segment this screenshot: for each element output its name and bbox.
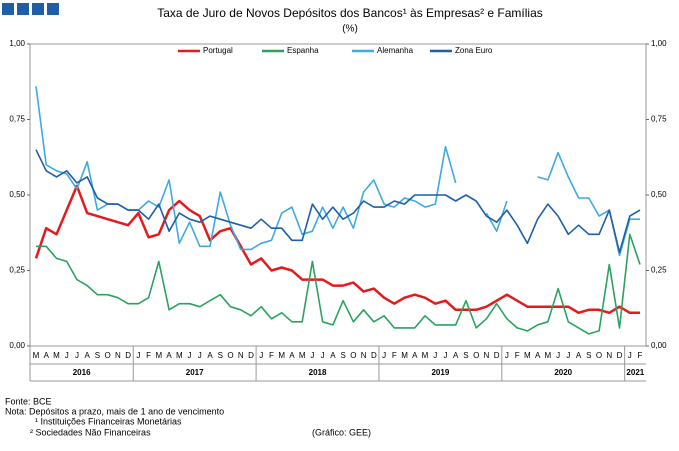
x-tick-label: M bbox=[422, 351, 429, 360]
year-label: 2020 bbox=[554, 368, 572, 377]
x-tick-label: N bbox=[484, 351, 490, 360]
x-tick-label: J bbox=[382, 351, 386, 360]
series-line bbox=[34, 184, 640, 315]
x-tick-label: D bbox=[248, 351, 254, 360]
x-tick-label: A bbox=[453, 351, 459, 360]
x-tick-label: O bbox=[596, 351, 602, 360]
series-line bbox=[36, 233, 641, 335]
note: ¹ Instituições Financeiras Monetárias bbox=[35, 416, 182, 426]
x-tick-label: J bbox=[136, 351, 140, 360]
x-tick-label: J bbox=[566, 351, 570, 360]
y-tick-label: 0,25 bbox=[9, 266, 25, 275]
year-label: 2016 bbox=[73, 368, 91, 377]
series-line bbox=[35, 86, 640, 257]
x-tick-label: M bbox=[176, 351, 183, 360]
y2-tick-label: 0,00 bbox=[651, 341, 667, 350]
x-tick-label: S bbox=[340, 351, 345, 360]
x-tick-label: A bbox=[535, 351, 541, 360]
y2-tick-label: 0,50 bbox=[651, 190, 667, 199]
note: Fonte: BCE bbox=[5, 396, 52, 406]
credit: (Gráfico: GEE) bbox=[312, 427, 371, 437]
x-tick-label: M bbox=[524, 351, 531, 360]
x-tick-label: M bbox=[156, 351, 163, 360]
x-tick-label: J bbox=[556, 351, 560, 360]
legend-label: Portugal bbox=[203, 46, 233, 55]
x-tick-label: M bbox=[299, 351, 306, 360]
y-tick-label: 0,00 bbox=[9, 341, 25, 350]
legend-label: Espanha bbox=[287, 46, 319, 55]
x-tick-label: D bbox=[125, 351, 131, 360]
x-tick-label: F bbox=[392, 351, 397, 360]
x-tick-label: N bbox=[361, 351, 367, 360]
x-tick-label: N bbox=[238, 351, 244, 360]
year-label: 2017 bbox=[186, 368, 204, 377]
y2-tick-label: 0,25 bbox=[651, 266, 667, 275]
x-tick-label: O bbox=[350, 351, 356, 360]
y-tick-label: 1,00 bbox=[9, 39, 25, 48]
x-tick-label: M bbox=[401, 351, 408, 360]
x-tick-label: A bbox=[166, 351, 172, 360]
x-tick-label: F bbox=[146, 351, 151, 360]
x-tick-label: J bbox=[628, 351, 632, 360]
x-tick-label: D bbox=[494, 351, 500, 360]
y-tick-label: 0,75 bbox=[9, 115, 25, 124]
x-tick-label: A bbox=[207, 351, 213, 360]
x-tick-label: A bbox=[412, 351, 418, 360]
x-tick-label: J bbox=[75, 351, 79, 360]
y2-tick-label: 1,00 bbox=[651, 39, 667, 48]
x-tick-label: S bbox=[95, 351, 100, 360]
x-tick-label: M bbox=[278, 351, 285, 360]
x-tick-label: A bbox=[85, 351, 91, 360]
chart-title: Taxa de Juro de Novos Depósitos dos Banc… bbox=[157, 6, 543, 20]
x-tick-label: O bbox=[105, 351, 111, 360]
note: Nota: Depósitos a prazo, mais de 1 ano d… bbox=[5, 406, 224, 416]
x-tick-label: O bbox=[227, 351, 233, 360]
legend-label: Alemanha bbox=[377, 46, 414, 55]
x-tick-label: D bbox=[617, 351, 623, 360]
x-tick-label: J bbox=[65, 351, 69, 360]
x-tick-label: D bbox=[371, 351, 377, 360]
y2-tick-label: 0,75 bbox=[651, 115, 667, 124]
x-tick-label: J bbox=[188, 351, 192, 360]
x-tick-label: J bbox=[443, 351, 447, 360]
logo-block bbox=[17, 3, 29, 15]
x-tick-label: S bbox=[463, 351, 468, 360]
year-label: 2019 bbox=[431, 368, 449, 377]
x-tick-label: J bbox=[310, 351, 314, 360]
x-tick-label: A bbox=[289, 351, 295, 360]
x-tick-label: N bbox=[606, 351, 612, 360]
logo-block bbox=[47, 3, 59, 15]
y-tick-label: 0,50 bbox=[9, 190, 25, 199]
x-tick-label: A bbox=[44, 351, 50, 360]
chart-subtitle: (%) bbox=[342, 24, 358, 35]
x-tick-label: F bbox=[638, 351, 643, 360]
x-tick-label: J bbox=[505, 351, 509, 360]
x-tick-label: J bbox=[198, 351, 202, 360]
x-tick-label: S bbox=[218, 351, 223, 360]
x-tick-label: N bbox=[115, 351, 121, 360]
year-label: 2021 bbox=[626, 368, 644, 377]
x-tick-label: A bbox=[330, 351, 336, 360]
x-tick-label: J bbox=[321, 351, 325, 360]
x-tick-label: J bbox=[259, 351, 263, 360]
x-tick-label: J bbox=[433, 351, 437, 360]
x-tick-label: F bbox=[269, 351, 274, 360]
note: ² Sociedades Não Financeiras bbox=[30, 427, 151, 437]
x-tick-label: M bbox=[53, 351, 60, 360]
x-tick-label: A bbox=[576, 351, 582, 360]
series-line bbox=[35, 149, 641, 254]
x-tick-label: S bbox=[586, 351, 591, 360]
x-tick-label: M bbox=[33, 351, 40, 360]
x-tick-label: M bbox=[545, 351, 552, 360]
x-tick-label: F bbox=[515, 351, 520, 360]
legend-label: Zona Euro bbox=[455, 46, 493, 55]
logo-block bbox=[2, 3, 14, 15]
logo-block bbox=[32, 3, 44, 15]
year-label: 2018 bbox=[309, 368, 327, 377]
x-tick-label: O bbox=[473, 351, 479, 360]
